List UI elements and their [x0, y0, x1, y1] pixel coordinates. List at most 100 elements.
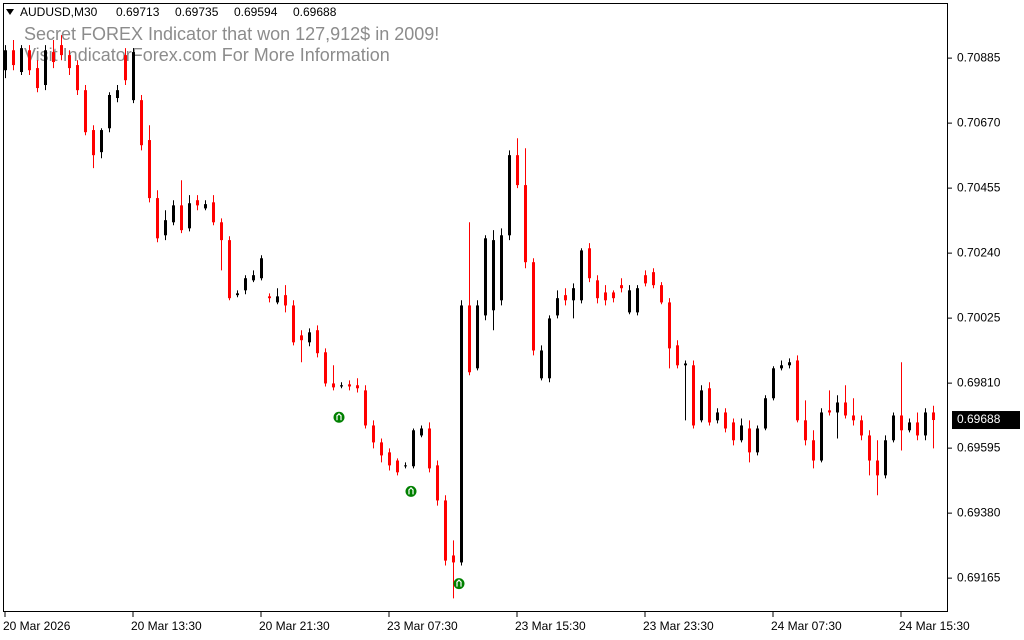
- candle-body: [44, 50, 47, 86]
- candle-body: [156, 198, 159, 239]
- candle-body: [332, 383, 335, 388]
- candle-body: [172, 205, 175, 223]
- candle-body: [812, 440, 815, 461]
- candle-body: [356, 385, 359, 389]
- candle-body: [468, 305, 471, 373]
- candle-body: [564, 295, 567, 301]
- signal: [333, 411, 345, 423]
- candle-body: [500, 235, 503, 301]
- symbol: AUDUSD,M30: [20, 5, 98, 19]
- candle-body: [68, 55, 71, 69]
- signal: [453, 578, 465, 590]
- x-tick-label: 20 Mar 13:30: [131, 619, 202, 633]
- signal-arrow: [456, 579, 462, 587]
- candle-body: [708, 388, 711, 423]
- candle-body: [780, 365, 783, 369]
- header-close: 0.69688: [293, 5, 337, 19]
- candle-body: [620, 285, 623, 289]
- candle-body: [652, 272, 655, 286]
- y-tick-label: 0.70885: [957, 50, 1001, 64]
- candle-body: [756, 428, 759, 453]
- candle-body: [900, 415, 903, 431]
- candle-body: [932, 412, 935, 421]
- candle-body: [516, 155, 519, 186]
- candle-body: [212, 202, 215, 223]
- candle-body: [916, 422, 919, 436]
- candle-body: [316, 330, 319, 354]
- candle-body: [228, 240, 231, 299]
- candle-body: [180, 205, 183, 231]
- candle-body: [348, 384, 351, 387]
- y-tick-label: 0.69165: [957, 570, 1001, 584]
- y-tick-label: 0.69380: [957, 505, 1001, 519]
- current-price-label: 0.69688: [957, 412, 1001, 426]
- y-tick-label: 0.69595: [957, 440, 1001, 454]
- candle-body: [772, 368, 775, 399]
- candle-body: [724, 412, 727, 429]
- candle-body: [268, 296, 271, 299]
- candle-body: [36, 68, 39, 89]
- candle-body: [244, 278, 247, 291]
- candle-body: [492, 240, 495, 311]
- candle-body: [52, 52, 55, 63]
- candle-body: [276, 296, 279, 303]
- candle-body: [868, 435, 871, 461]
- candle-body: [908, 422, 911, 431]
- candle-body: [196, 200, 199, 206]
- candle-body: [100, 130, 103, 153]
- candle-body: [132, 52, 135, 101]
- candle-body: [716, 412, 719, 421]
- candle-body: [292, 305, 295, 343]
- candle-body: [164, 220, 167, 236]
- candle-body: [636, 288, 639, 313]
- candle-body: [644, 275, 647, 284]
- candle-body: [148, 140, 151, 199]
- candle-body: [628, 290, 631, 313]
- candle-body: [548, 318, 551, 379]
- x-tick-label: 24 Mar 07:30: [771, 619, 842, 633]
- candle-body: [588, 248, 591, 279]
- annotation: Secret FOREX Indicator that won 127,912$…: [24, 24, 439, 44]
- candle-body: [668, 302, 671, 349]
- candle-body: [460, 305, 463, 563]
- x-tick-label: 23 Mar 23:30: [643, 619, 714, 633]
- candle-body: [684, 363, 687, 366]
- x-tick-label: 23 Mar 07:30: [387, 619, 458, 633]
- candle-body: [116, 90, 119, 99]
- signal-arrow: [336, 412, 342, 421]
- candle-body: [388, 452, 391, 466]
- candle-body: [220, 222, 223, 241]
- candle-body: [540, 350, 543, 379]
- candle-body: [700, 390, 703, 421]
- candle-body: [20, 48, 23, 73]
- signal-arrow: [408, 487, 414, 495]
- candle-body: [420, 428, 423, 436]
- x-tick-label: 24 Mar 15:30: [899, 619, 970, 633]
- candle-body: [452, 555, 455, 563]
- y-tick-label: 0.70455: [957, 180, 1001, 194]
- candle-body: [204, 204, 207, 209]
- candle-body: [404, 465, 407, 467]
- candle-body: [444, 500, 447, 561]
- candle-body: [884, 440, 887, 476]
- candle-body: [260, 258, 263, 279]
- candle-body: [732, 422, 735, 441]
- candle-body: [252, 275, 255, 281]
- candle-body: [4, 50, 7, 71]
- y-tick-label: 0.69810: [957, 375, 1001, 389]
- candle-body: [556, 298, 559, 316]
- y-tick-label: 0.70025: [957, 310, 1001, 324]
- current-price-box: [952, 411, 1020, 430]
- candle-body: [12, 50, 15, 66]
- candle-body: [436, 465, 439, 501]
- candle-body: [308, 332, 311, 343]
- candle-body: [324, 352, 327, 384]
- candle-body: [580, 250, 583, 301]
- candle-body: [28, 50, 31, 71]
- candle-body: [532, 262, 535, 351]
- candle-body: [788, 362, 791, 366]
- candle-body: [748, 428, 751, 453]
- candle-body: [740, 425, 743, 441]
